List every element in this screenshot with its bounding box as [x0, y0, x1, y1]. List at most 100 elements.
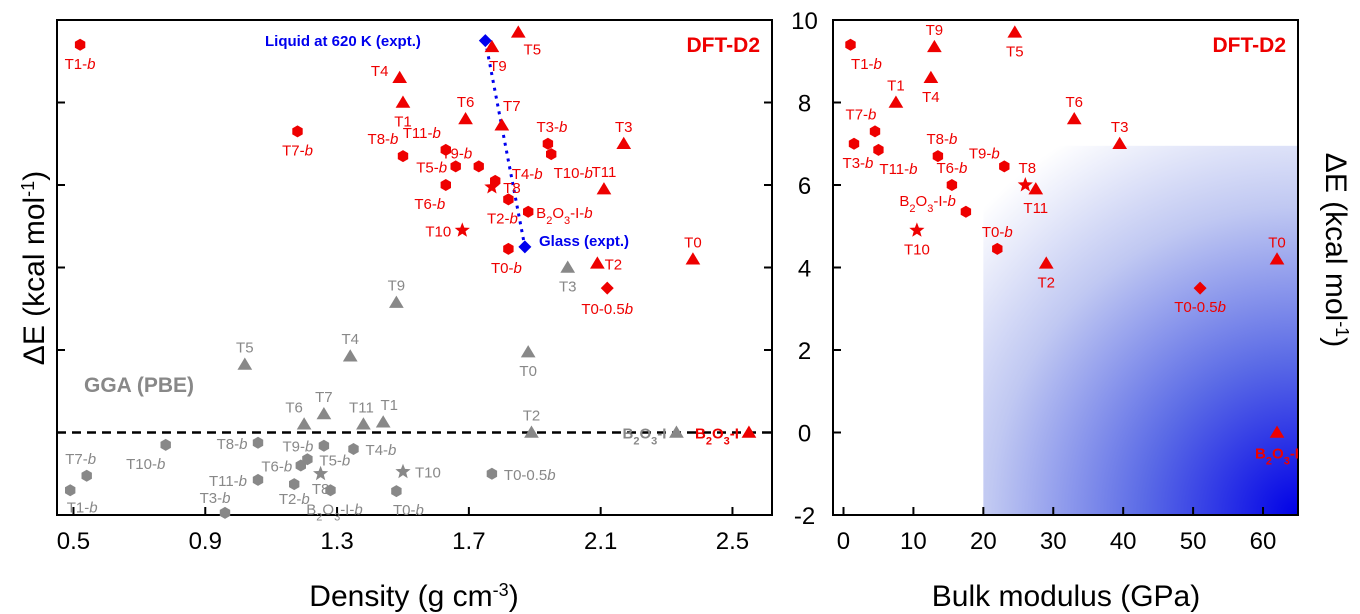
left-x-tick-label: 2.5	[716, 528, 749, 555]
right-label-b2o3-i-b: B2O3-I-b	[899, 193, 955, 215]
right-point-t3-b	[848, 137, 860, 150]
dft-label-t3-b: T3-b	[537, 119, 568, 136]
right-point-t9	[927, 39, 942, 53]
right-point-t5	[1007, 25, 1023, 38]
dft-point-t5-b	[450, 160, 461, 173]
right-x-tick-label: 50	[1180, 528, 1207, 555]
dft-label-t9: T9	[489, 58, 507, 75]
gga-label-b2o3-i-b: B2O3-I-b	[306, 501, 362, 523]
dft-label-t5-b: T5-b	[416, 159, 447, 176]
right-label-t3: T3	[1111, 119, 1129, 136]
gga-point-t0	[520, 345, 536, 358]
dft-d2-annotation: DFT-D2	[687, 34, 761, 57]
dft-label-t7-b: T7-b	[282, 142, 313, 159]
gga-point-t6-b	[295, 459, 306, 472]
dft-point-t8	[484, 179, 500, 194]
gga-point-b2o3-i	[669, 425, 684, 438]
dft-point-t6	[458, 112, 473, 125]
gga-point-t11	[356, 417, 371, 430]
right-point-t11	[1028, 182, 1044, 195]
gga-label-t11-b: T11-b	[209, 473, 247, 490]
gga-point-b2o3-i-b	[325, 484, 336, 497]
gga-label-t5-b: T5-b	[319, 452, 350, 469]
dft-label-t11-b: T11-b	[403, 125, 441, 142]
gga-point-t0-0-5b	[486, 467, 498, 480]
gga-pbe-annotation: GGA (PBE)	[84, 374, 194, 397]
dft-point-b2o3-i	[741, 425, 757, 438]
left-x-tick-label: 1.7	[452, 528, 485, 555]
gga-point-t9-b	[318, 439, 330, 452]
right-label-t11-b: T11-b	[879, 161, 917, 178]
gga-point-t8-b	[252, 436, 264, 449]
gga-point-t10	[395, 463, 411, 479]
right-point-t8-b	[932, 150, 944, 163]
gga-label-t3-b: T3-b	[200, 490, 231, 507]
gga-point-t3-b	[219, 506, 231, 519]
left-plot-frame	[56, 19, 773, 516]
gga-point-t1	[375, 415, 391, 428]
right-point-t8	[1017, 177, 1033, 192]
left-y-axis-title: ΔE (kcal mol-1)	[18, 171, 51, 365]
right-label-t10: T10	[904, 241, 930, 258]
y-tick-label: 8	[798, 91, 811, 118]
right-label-t5: T5	[1006, 43, 1024, 60]
dft-point-t7-b	[292, 125, 303, 138]
gga-label-t10: T10	[415, 465, 441, 482]
right-label-t1: T1	[887, 78, 905, 95]
gga-point-t8	[313, 465, 329, 481]
right-label-t7-b: T7-b	[846, 106, 877, 123]
dft-point-t8-b	[397, 150, 409, 163]
dft-label-t7: T7	[503, 98, 521, 115]
gga-point-t7	[316, 406, 332, 420]
gga-label-t1: T1	[380, 397, 398, 414]
gga-label-t4-b: T4-b	[366, 442, 397, 459]
dft-label-t10: T10	[425, 223, 451, 240]
dft-label-t3: T3	[615, 119, 633, 136]
dft-point-t1-b	[74, 38, 86, 51]
gga-label-t2-b: T2-b	[279, 491, 310, 508]
dft-label-t9-b: T9-b	[441, 145, 472, 162]
right-point-t0-0-5b	[1193, 281, 1207, 295]
right-x-tick-label: 30	[1040, 528, 1067, 555]
right-point-t3	[1112, 136, 1128, 149]
right-point-b2o3-i-b	[960, 205, 972, 218]
right-label-t0: T0	[1268, 234, 1286, 251]
dft-point-t6-b	[440, 179, 451, 191]
gga-label-t6-b: T6-b	[261, 459, 292, 476]
liquid-expt-point	[478, 34, 492, 48]
left-x-tick-label: 0.5	[57, 528, 90, 555]
dft-label-t11: T11	[592, 164, 617, 181]
gga-label-t7-b: T7-b	[65, 451, 96, 468]
right-label-t8-b: T8-b	[926, 131, 957, 148]
dft-label-t4: T4	[371, 63, 389, 80]
y-tick-label: 4	[798, 256, 811, 283]
gga-label-t8-b: T8-b	[217, 436, 248, 453]
dft-label-t8: T8	[503, 180, 521, 197]
right-y-axis-title: ΔE (kcal mol-1)	[1319, 153, 1352, 347]
dft-label-t8-b: T8-b	[368, 131, 399, 148]
gga-point-t2	[524, 425, 539, 438]
dft-point-t0-0-5b	[600, 281, 614, 295]
right-plot-frame	[832, 19, 1299, 516]
dft-point-t7	[494, 118, 510, 131]
right-label-t9-b: T9-b	[969, 145, 1000, 162]
gga-label-b2o3-i: B2O3-I	[623, 426, 667, 448]
y-tick-label: 6	[798, 173, 811, 200]
gga-point-t1-b	[65, 484, 76, 497]
dft-label-t0: T0	[684, 234, 702, 251]
dft-point-t0	[685, 252, 701, 265]
dft-label-b2o3-i-b: B2O3-I-b	[536, 205, 592, 227]
left-x-axis-ticks: 0.5 0.9 1.3 1.7 2.1 2.5	[57, 507, 749, 555]
right-panel: 0 10 20 30 40 50 60 T1-b T9 T5 T4 T1 T6 T7-b T3-b T11-…	[832, 19, 1352, 613]
dft-point-t2-b	[503, 193, 514, 206]
gga-label-t7: T7	[315, 389, 333, 406]
y-tick-label: 0	[798, 421, 811, 448]
right-x-tick-label: 0	[837, 528, 850, 555]
gga-label-t1-b: T1-b	[67, 499, 98, 516]
gga-point-t4-b	[348, 443, 359, 455]
y-axis-ticks: -2 0 2 4 6 8 10	[57, 8, 841, 530]
dft-point-t4	[392, 70, 408, 83]
right-point-t0-b	[992, 242, 1003, 255]
